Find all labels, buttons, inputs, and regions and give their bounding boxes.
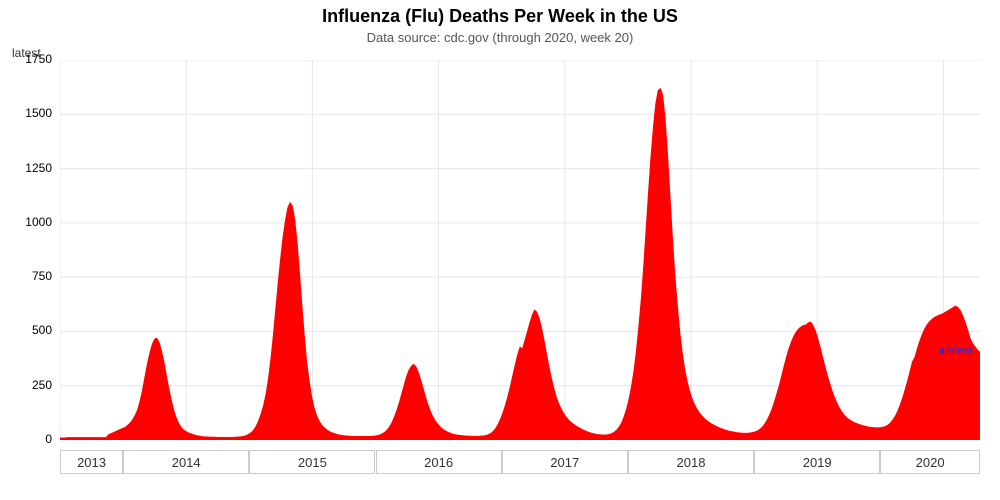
y-tick-label: 750 [0,269,52,283]
chart-plot-svg [60,60,980,440]
x-year-box: 2017 [502,450,628,474]
latest-marker-label: latest [946,345,972,357]
x-year-box: 2016 [376,450,502,474]
latest-marker-triangle-icon [938,347,944,355]
y-tick-label: 250 [0,378,52,392]
x-year-box: 2018 [628,450,754,474]
y-tick-label: 1000 [0,215,52,229]
x-year-box: 2020 [880,450,980,474]
chart-subtitle: Data source: cdc.gov (through 2020, week… [0,30,1000,45]
x-year-box: 2015 [249,450,375,474]
x-year-box: 2013 [60,450,123,474]
y-tick-label: 0 [0,432,52,446]
y-tick-label: 1250 [0,161,52,175]
x-year-box: 2014 [123,450,249,474]
y-tick-label: 500 [0,323,52,337]
latest-data-marker: latest [938,346,972,357]
y-tick-label: 1500 [0,106,52,120]
chart-container: Influenza (Flu) Deaths Per Week in the U… [0,0,1000,500]
y-tick-label: 1750 [0,52,52,66]
chart-title: Influenza (Flu) Deaths Per Week in the U… [0,6,1000,27]
x-year-box: 2019 [754,450,880,474]
